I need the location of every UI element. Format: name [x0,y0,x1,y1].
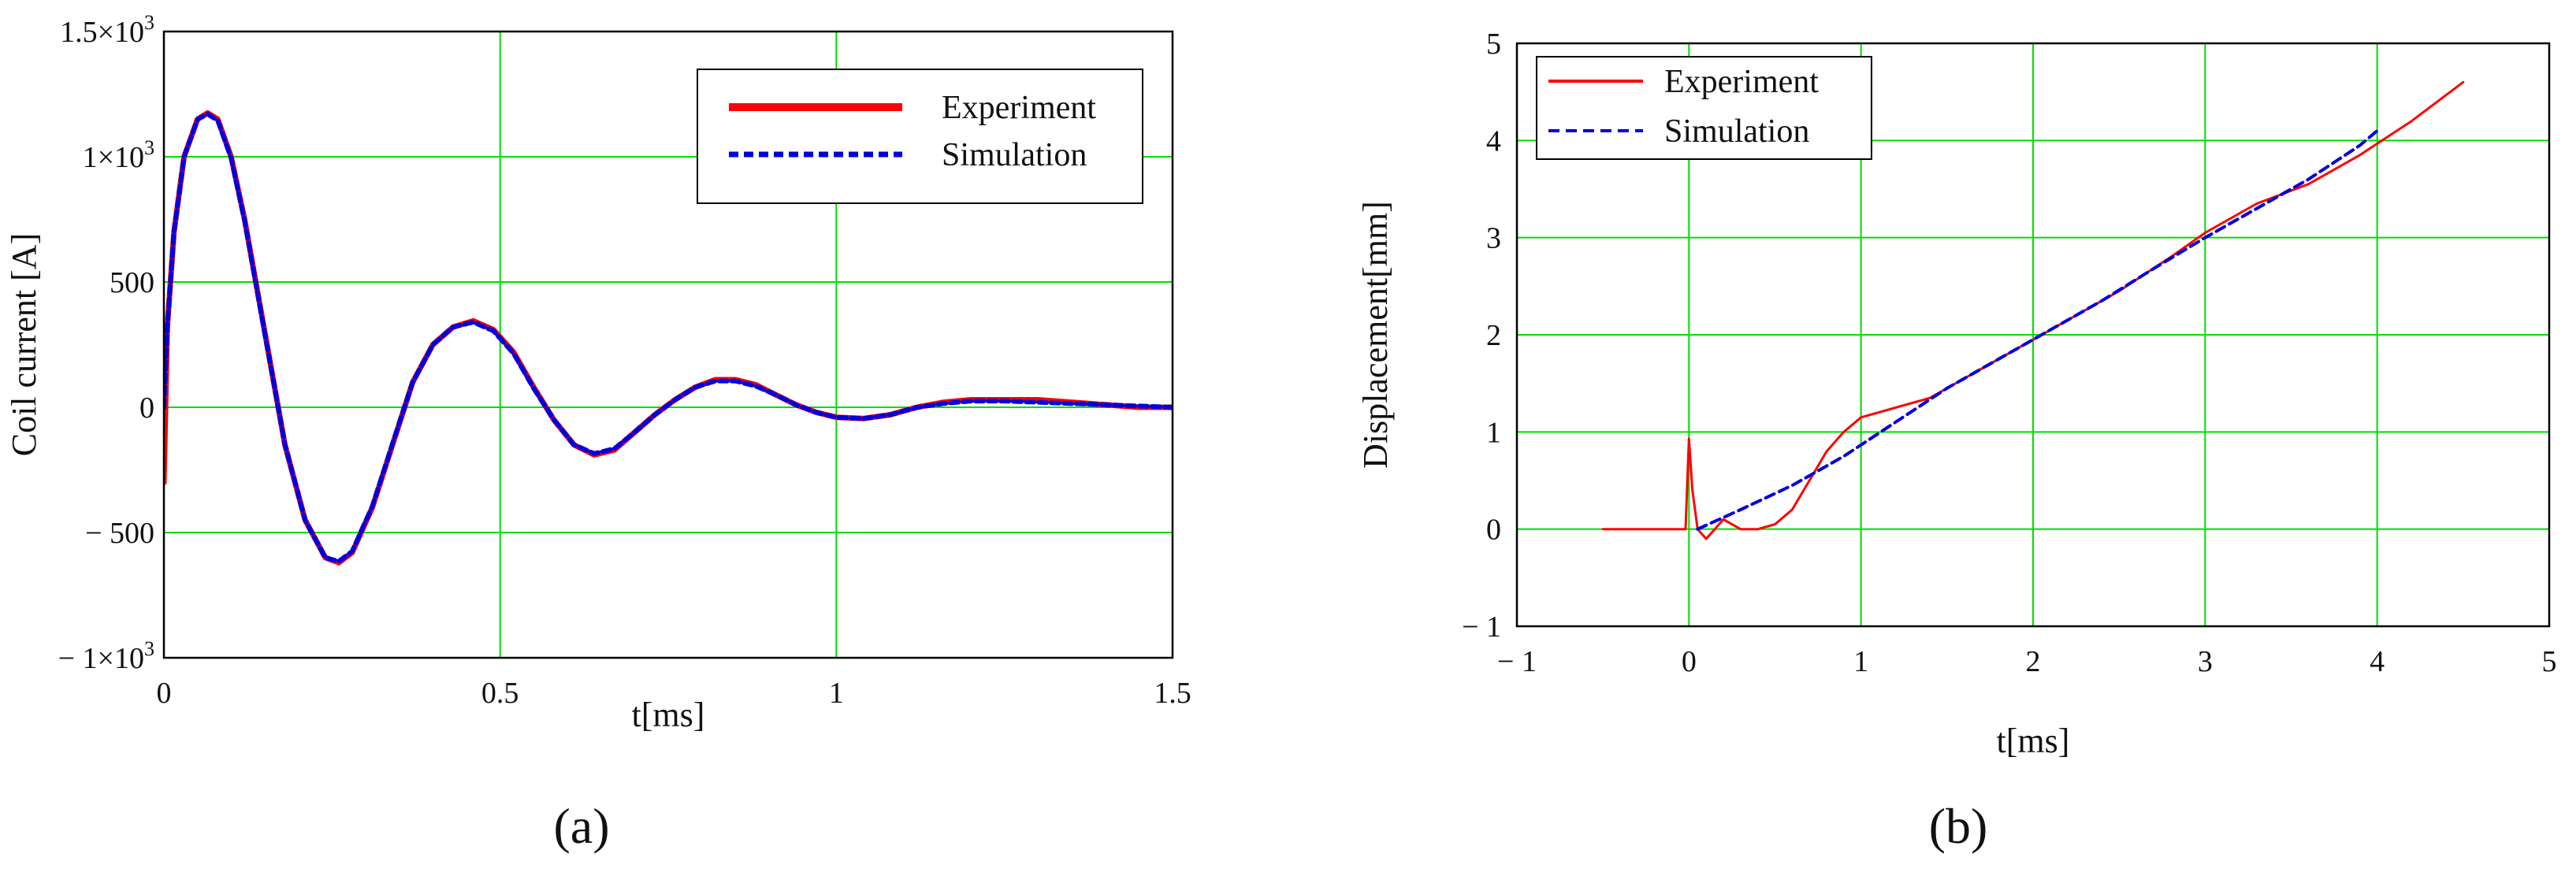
y-tick-label-a-1: − 500 [85,517,154,550]
y-tick-label-b-0: − 1 [1462,611,1501,644]
legend-box-b [1536,56,1872,160]
y-tick-label-a-4: 1×103 [83,136,154,174]
x-tick-label-b-1: 0 [1682,645,1697,678]
y-axis-title-b: Displacement[mm] [1356,201,1395,469]
legend-box-a [697,69,1143,204]
y-tick-label-b-1: 0 [1486,514,1501,547]
legend-b: Experiment Simulation [1536,56,1872,160]
y-tick-label-b-4: 3 [1486,222,1501,255]
legend-label-b-simulation: Simulation [1664,113,1809,150]
y-tick-label-b-5: 4 [1486,124,1501,158]
x-tick-label-b-3: 2 [2026,645,2041,678]
x-tick-label-b-0: − 1 [1497,645,1537,678]
y-tick-label-a-0: − 1×103 [58,637,154,675]
x-tick-label-b-6: 5 [2542,645,2557,678]
y-tick-label-a-3: 500 [110,266,154,299]
series-line-b-experiment [1601,80,2465,540]
x-tick-label-b-5: 4 [2370,645,2385,678]
y-axis-title-a: Coil current [A] [5,233,43,456]
x-tick-label-b-2: 1 [1853,645,1868,678]
y-tick-label-b-2: 1 [1486,416,1501,449]
y-tick-label-b-6: 5 [1486,28,1501,61]
plot-frame-a [162,30,1174,659]
y-tick-label-b-3: 2 [1486,319,1501,352]
legend-label-a-experiment: Experiment [942,90,1096,126]
y-tick-label-a-2: 0 [139,392,154,425]
x-tick-label-b-4: 3 [2198,645,2213,678]
x-axis-title-b: t[ms] [1997,722,2070,760]
x-tick-label-a-3: 1.5 [1154,677,1191,710]
panel-label-a: (a) [553,798,609,854]
chart-panel-b: − 1 0 1 2 3 4 5 − 1 0 1 2 3 4 5 t[ms] Displacement[mm] E… [1356,28,2557,854]
legend-label-b-experiment: Experiment [1664,64,1819,100]
series-line-b-simulation [1696,129,2379,531]
x-tick-label-a-0: 0 [157,677,172,710]
x-tick-label-a-1: 0.5 [481,677,519,710]
plot-area-b [1601,80,2465,540]
panel-label-b: (b) [1929,798,1988,854]
chart-panel-a: 0 0.5 1 1.5 − 1×103 − 500 0 500 1×103 1.5×103 t[ms… [5,11,1191,854]
x-tick-label-a-2: 1 [829,677,844,710]
y-tick-label-a-5: 1.5×103 [60,11,154,49]
plot-frame-b [1515,42,2551,628]
legend-label-a-simulation: Simulation [942,137,1087,173]
series-line-a-simulation [164,111,1173,564]
legend-a: Experiment Simulation [697,69,1143,204]
plot-area-a [164,110,1173,566]
x-axis-title-a: t[ms] [632,696,705,734]
